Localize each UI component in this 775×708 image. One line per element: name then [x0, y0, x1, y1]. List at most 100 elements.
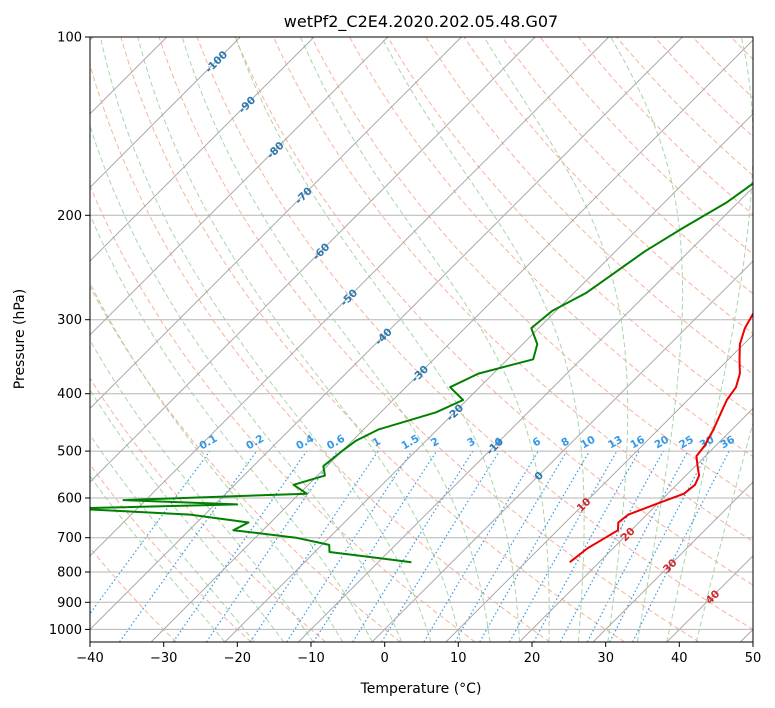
isotherm-label: 0	[532, 469, 546, 483]
mixing-ratio-line	[352, 450, 474, 642]
mixing-ratio-label: 16	[628, 434, 647, 452]
y-tick-label: 900	[57, 596, 82, 611]
isotherm-line	[150, 39, 753, 642]
dry-adiabat	[90, 285, 401, 642]
y-tick-label: 300	[57, 313, 82, 328]
isotherm-label: -60	[311, 241, 333, 263]
x-tick-label: −20	[224, 651, 251, 666]
dry-adiabat	[196, 37, 753, 631]
moist-adiabats	[90, 37, 753, 642]
dry-adiabat	[120, 37, 625, 642]
dry-adiabat	[90, 184, 476, 642]
isotherm-line	[90, 37, 241, 189]
mixing-ratio-label: 1	[371, 435, 383, 449]
moist-adiabat	[90, 475, 226, 642]
dry-adiabat	[158, 37, 700, 642]
dry-adiabat	[349, 37, 753, 458]
dewpoint-profile	[90, 182, 753, 564]
mixing-ratio-line	[172, 450, 308, 642]
y-tick-label: 1000	[49, 623, 82, 638]
isotherm-label: 10	[575, 496, 594, 515]
x-axis-label: Temperature (°C)	[360, 681, 482, 697]
y-tick-label: 200	[57, 209, 82, 224]
mixing-ratio-label: 3	[465, 435, 477, 449]
isotherm-gridlines	[90, 37, 753, 642]
mixing-ratio-label: 20	[652, 434, 671, 452]
mixing-ratio-line	[312, 450, 438, 642]
dry-adiabats	[90, 37, 775, 642]
isobar-gridlines	[90, 37, 753, 630]
x-tick-label: 30	[597, 651, 614, 666]
mixing-ratio-line	[559, 450, 664, 642]
y-tick-label: 500	[57, 445, 82, 460]
dry-adiabat	[90, 62, 551, 642]
dry-adiabat	[692, 37, 753, 99]
moist-adiabat	[666, 37, 753, 642]
x-tick-label: −40	[76, 651, 103, 666]
y-tick-label: 700	[57, 531, 82, 546]
mixing-ratio-label: 13	[606, 434, 625, 452]
plot-frame	[89, 36, 754, 643]
moist-adiabat	[610, 37, 684, 642]
chart-title: wetPf2_C2E4.2020.202.05.48.G07	[284, 12, 558, 32]
mixing-ratio-label: 6	[531, 435, 543, 449]
mixing-ratio-line	[90, 450, 211, 615]
mixing-ratio-label: 0.1	[197, 433, 219, 453]
y-tick-label: 600	[57, 492, 82, 507]
isotherm-label: -90	[236, 94, 258, 116]
moist-adiabat	[181, 37, 491, 642]
moist-adiabat	[695, 420, 753, 642]
mixing-ratio-label: 8	[559, 435, 571, 449]
isotherm-line	[90, 37, 389, 336]
dry-adiabat	[311, 37, 753, 500]
mixing-ratio-label: 36	[718, 434, 737, 452]
moist-adiabat	[90, 433, 255, 642]
isotherm-line	[371, 260, 753, 642]
dry-adiabat	[234, 37, 753, 586]
x-tick-label: −30	[150, 651, 177, 666]
dry-adiabat	[578, 37, 753, 216]
moist-adiabat	[299, 37, 550, 642]
dry-adiabat	[539, 37, 753, 255]
dry-adiabat	[501, 37, 753, 295]
y-tick-label: 400	[57, 387, 82, 402]
dry-adiabat	[463, 37, 753, 335]
isotherm-line	[298, 186, 753, 642]
isotherm-line	[519, 407, 753, 642]
isotherm-line	[90, 37, 462, 410]
mixing-ratio-lines	[90, 450, 730, 642]
mixing-ratio-line	[119, 450, 258, 642]
isotherm-line	[90, 37, 536, 483]
isotherm-label: 40	[703, 588, 722, 607]
y-tick-label: 100	[57, 31, 82, 46]
moist-adiabat	[99, 37, 432, 642]
dry-adiabat	[272, 37, 753, 543]
mixing-ratio-label: 25	[677, 434, 696, 452]
mixing-ratio-line	[423, 450, 539, 642]
isotherm-line	[445, 334, 753, 642]
moist-adiabat	[90, 213, 373, 642]
dry-adiabat	[90, 377, 327, 642]
isotherm-line	[90, 37, 683, 631]
dry-adiabat	[769, 37, 775, 642]
moist-adiabat	[381, 37, 585, 642]
x-tick-label: −10	[297, 651, 324, 666]
x-tick-label: 40	[671, 651, 688, 666]
isotherm-line	[592, 481, 753, 642]
mixing-ratio-label: 1.5	[399, 433, 421, 453]
mixing-ratio-line	[205, 450, 338, 642]
isotherm-line	[90, 37, 610, 557]
mixing-ratio-line	[454, 450, 568, 642]
x-axis: −40 −30 −20 −10 0 10 20 30 40 50	[76, 642, 761, 666]
moist-adiabat	[90, 281, 344, 642]
mixing-ratio-label: 0.4	[294, 433, 316, 453]
isotherm-label: -20	[444, 402, 466, 424]
mixing-ratio-line	[609, 450, 710, 642]
mixing-ratio-line	[509, 450, 618, 642]
moist-adiabat	[137, 37, 461, 642]
moist-adiabat	[234, 37, 520, 642]
isotherm-label: -40	[373, 326, 395, 348]
mixing-ratio-line	[479, 450, 591, 642]
x-tick-label: 20	[524, 651, 541, 666]
